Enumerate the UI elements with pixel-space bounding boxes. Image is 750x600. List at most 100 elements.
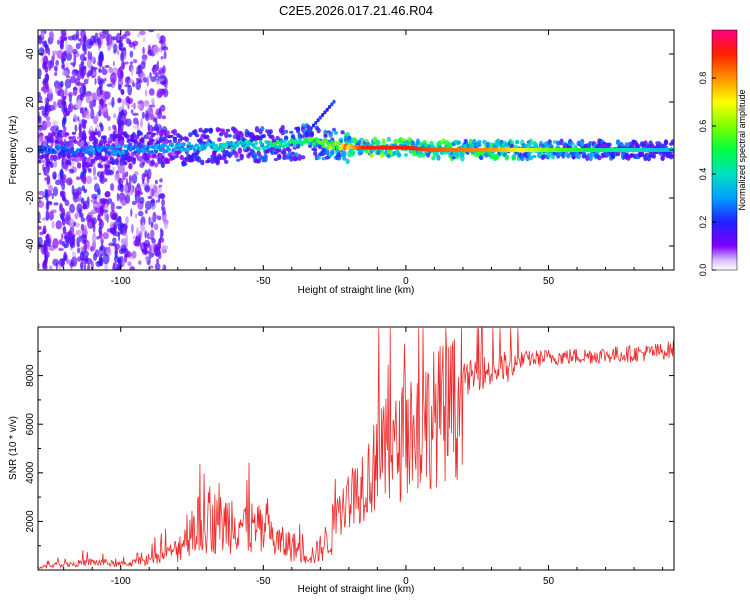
spectrogram-ridge-point xyxy=(185,148,190,153)
spectrogram-band-blob xyxy=(309,133,314,137)
spectrogram-band-blob xyxy=(239,131,244,139)
spectrogram-ridge-point xyxy=(59,151,63,156)
spectrogram-noise-blob xyxy=(122,184,129,193)
spectrogram-ytick-label: -40 xyxy=(25,238,36,253)
spectrogram-streak-blob xyxy=(120,120,125,127)
spectrogram-noise-blob xyxy=(64,78,72,89)
snr-xtick-label: -50 xyxy=(256,576,271,587)
spectrogram-band-blob xyxy=(131,157,136,161)
spectrogram-noise-blob xyxy=(92,165,96,177)
spectrogram-noise-blob xyxy=(98,104,104,111)
spectrogram-band-blob xyxy=(159,136,164,143)
spectrogram-noise-blob xyxy=(48,211,54,221)
spectrogram-ridge-point xyxy=(334,140,338,145)
spectrogram-ridge-point xyxy=(43,147,47,151)
figure-title: C2E5.2026.017.21.46.R04 xyxy=(279,3,433,18)
spectrogram-band-blob xyxy=(485,141,491,148)
spectrogram-band-blob xyxy=(386,153,391,159)
spectrogram-band-blob xyxy=(585,154,590,161)
spectrogram-noise-blob xyxy=(93,203,99,208)
spectrogram-band-blob xyxy=(325,148,330,156)
spectrogram-streak-blob xyxy=(97,214,101,222)
spectrogram-noise-blob xyxy=(76,70,82,81)
spectrogram-noise-blob xyxy=(86,72,91,78)
colorbar-ticks: 0.0 0.2 0.4 0.6 0.8 xyxy=(698,72,716,276)
spectrogram-noise-blob xyxy=(86,242,91,251)
spectrogram-noise-blob xyxy=(149,187,152,198)
spectrogram-band-blob xyxy=(403,153,409,157)
spectrogram-band-blob xyxy=(126,138,131,144)
spectrogram-band-blob xyxy=(280,124,285,131)
spectrogram-noise-blob xyxy=(125,216,129,225)
spectrogram-noise-blob xyxy=(59,178,64,187)
spectrogram-ridge-point xyxy=(84,150,89,154)
spectrogram-noise-blob xyxy=(101,103,108,108)
spectrogram-xtick-label: 50 xyxy=(543,276,555,287)
spectrogram-noise-blob xyxy=(106,228,113,233)
spectrogram-band-blob xyxy=(290,151,296,156)
spectrogram-ridge-point xyxy=(282,139,287,144)
spectrogram-noise-blob xyxy=(66,52,73,61)
spectrogram-band-blob xyxy=(42,139,47,146)
spectrogram-noise-blob xyxy=(147,106,152,116)
spectrogram-noise-blob xyxy=(154,179,158,185)
spectrogram-ridge-point xyxy=(87,150,92,155)
spectrogram-band-blob xyxy=(528,138,533,146)
spectrogram-noise-blob xyxy=(109,221,114,229)
spectrogram-band-blob xyxy=(157,157,162,165)
spectrogram-ridge-point xyxy=(187,141,191,146)
spectrogram-noise-blob xyxy=(155,80,161,85)
spectrogram-band-blob xyxy=(218,155,224,161)
spectrogram-noise-blob xyxy=(51,220,55,229)
spectrogram-noise-blob xyxy=(113,43,118,54)
spectrogram-noise-blob xyxy=(55,220,63,230)
spectrogram-ridge-point xyxy=(257,146,261,151)
spectrogram-noise-blob xyxy=(58,247,64,252)
spectrogram-noise-blob xyxy=(144,184,151,193)
spectrogram-ridge-point xyxy=(61,149,66,154)
snr-ylabel: SNR (10 * v/v) xyxy=(8,416,19,480)
spectrogram-excursion-blob xyxy=(318,115,322,120)
spectrogram-noise-blob xyxy=(58,89,65,97)
spectrogram-ridge-point xyxy=(117,144,122,149)
spectrogram-streak-blob xyxy=(98,230,103,239)
spectrogram-ridge-point xyxy=(260,142,264,147)
spectrogram-streak-blob xyxy=(80,197,85,204)
spectrogram-ridge-point xyxy=(254,141,258,145)
spectrogram-noise-blob xyxy=(38,95,43,103)
spectrogram-noise-blob xyxy=(121,34,127,39)
spectrogram-band-blob xyxy=(102,138,107,144)
spectrogram-band-blob xyxy=(402,141,407,145)
spectrogram-noise-blob xyxy=(144,89,148,97)
spectrogram-noise-blob xyxy=(117,177,124,186)
spectrogram-noise-blob xyxy=(55,179,61,186)
spectrogram-noise-blob xyxy=(122,98,125,109)
spectrogram-band-blob xyxy=(135,152,140,159)
spectrogram-noise-blob xyxy=(52,238,59,249)
spectrogram-noise-blob xyxy=(38,200,44,208)
spectrogram-band-blob xyxy=(597,155,602,161)
spectrogram-noise-blob xyxy=(159,228,163,234)
spectrogram-streak-blob xyxy=(80,223,85,231)
colorbar-tick-label: 0.4 xyxy=(698,168,708,181)
spectrogram-band-blob xyxy=(234,151,239,159)
spectrogram-noise-blob xyxy=(136,32,141,38)
spectrogram-ridge-point xyxy=(104,150,109,155)
spectrogram-excursion-blob xyxy=(332,99,336,104)
spectrogram-noise-blob xyxy=(132,112,139,116)
spectrogram-streak-blob xyxy=(61,64,65,70)
spectrogram-ridge-point xyxy=(275,140,280,145)
spectrogram-band-blob xyxy=(164,138,169,145)
spectrogram-band-blob xyxy=(410,140,415,147)
spectrogram-noise-blob xyxy=(122,172,126,181)
spectrogram-noise-blob xyxy=(69,218,75,228)
spectrogram-noise-blob xyxy=(75,222,80,228)
spectrogram-band-blob xyxy=(159,130,164,138)
spectrogram-noise-blob xyxy=(160,104,166,112)
spectrogram-streak-blob xyxy=(100,170,105,179)
spectrogram-noise-blob xyxy=(55,59,59,66)
spectrogram-ridge-point xyxy=(121,149,126,154)
spectrogram-noise-blob xyxy=(70,242,76,249)
spectrogram-ridge-point xyxy=(312,141,317,146)
spectrogram-noise-blob xyxy=(65,211,71,222)
